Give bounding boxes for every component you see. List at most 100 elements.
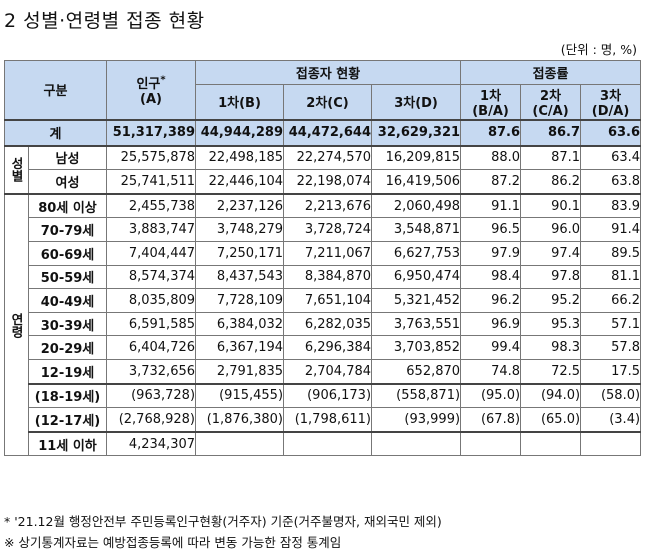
vaccination-table: 구분 인구* (A) 접종자 현황 접종률 1차(B) 2차(C) 3차(D) … [3,59,642,457]
row-label: 20-29세 [27,335,108,360]
cell-d3: 3,548,871 [371,217,462,242]
cell-d1: 7,728,109 [195,288,285,313]
row-label: 60-69세 [27,240,108,266]
cell-r2: (94.0) [520,382,582,409]
cell-d2 [283,430,373,457]
page-title: 2 성별·연령별 접종 현황 [4,10,205,32]
row-label: 12-19세 [27,358,108,385]
cell-d1: 2,237,126 [195,192,285,219]
cell-r1: 99.4 [460,335,522,360]
table-row: 성별 남성 25,575,878 22,498,185 22,274,570 16,209… [4,145,642,195]
cell-d3: 16,419,506 [371,169,462,195]
cell-r2: 98.3 [520,335,582,360]
total-d3: 32,629,321 [371,118,462,147]
cell-d2: 22,274,570 [283,145,373,171]
cell-d3: (558,871) [371,382,462,409]
total-d2: 44,472,644 [283,118,373,147]
cell-d3: 652,870 [371,358,462,385]
cell-d1: 2,791,835 [195,358,285,385]
cell-r3: (3.4) [580,407,642,433]
table-row: (12-17세) (2,768,928) (1,876,380) (1,798,611… [5,407,642,433]
cell-r2: 97.4 [520,240,582,266]
table-row: 11세 이하 4,234,307 [5,430,642,457]
cell-r1: 98.4 [460,264,522,290]
cell-r3: 17.5 [580,358,642,385]
header-dose1: 1차(B) [195,83,285,121]
cell-d2: 7,651,104 [283,288,373,313]
table-row: 30-39세 6,591,585 6,384,032 6,282,035 3,763,5… [5,311,642,337]
cell-r1: 87.2 [460,169,522,195]
cell-r1: 91.1 [460,192,522,219]
row-label: (12-17세) [27,407,108,433]
cell-r2: 90.1 [520,192,582,219]
cell-d3: 2,060,498 [371,192,462,219]
cell-r1: 96.2 [460,288,522,313]
header-category: 구분 [3,59,108,121]
cell-r1: 97.9 [460,240,522,266]
cell-r2: 97.8 [520,264,582,290]
header-rate-group: 접종률 [460,60,642,85]
cell-r2: 86.2 [520,169,582,195]
table-row: 20-29세 6,404,726 6,367,194 6,296,384 3,703,8… [5,335,642,360]
cell-pop: 25,575,878 [106,145,197,171]
cell-r2: 95.2 [520,288,582,313]
cell-r3: 89.5 [580,240,642,266]
gender-label-cell: 성별 [4,145,29,195]
cell-pop: 8,035,809 [106,288,197,313]
header-dose3: 3차(D) [371,83,462,121]
table-row: 50-59세 8,574,374 8,437,543 8,384,870 6,950,4… [5,264,642,290]
cell-r2: 72.5 [520,358,582,385]
cell-d2: 7,211,067 [283,240,373,266]
row-label: 11세 이하 [27,430,108,457]
table-row: 연령 80세 이상 2,455,738 2,237,126 2,213,676 2,060… [4,192,642,457]
cell-pop: 8,574,374 [106,264,197,290]
row-label: (18-19세) [27,382,108,409]
cell-pop: (2,768,928) [106,407,197,433]
header-vaccinated-group: 접종자 현황 [195,60,462,85]
total-pop: 51,317,389 [106,118,197,147]
cell-pop: 2,455,738 [106,192,197,219]
row-label: 80세 이상 [27,192,108,219]
cell-d1: 3,748,279 [195,217,285,242]
cell-pop: 4,234,307 [106,430,197,457]
cell-r2: 96.0 [520,217,582,242]
total-row: 계 51,317,389 44,944,289 44,472,644 32,62… [3,118,642,147]
cell-d2: 6,282,035 [283,311,373,337]
footnote-provisional: ※ 상기통계자료는 예방접종등록에 따라 변동 가능한 잠정 통계임 [4,535,342,550]
row-label: 40-49세 [27,288,108,313]
cell-d3: 16,209,815 [371,145,462,171]
cell-d1: 8,437,543 [195,264,285,290]
total-r1: 87.6 [460,118,522,147]
cell-d1: 22,446,104 [195,169,285,195]
cell-d1: 22,498,185 [195,145,285,171]
total-r2: 86.7 [520,118,582,147]
header-rate3: 3차 (D/A) [580,83,642,121]
cell-d3: 6,627,753 [371,240,462,266]
cell-pop: 7,404,447 [106,240,197,266]
cell-r3: 83.9 [580,192,642,219]
total-d1: 44,944,289 [195,118,285,147]
cell-r3: 91.4 [580,217,642,242]
cell-pop: 25,741,511 [106,169,197,195]
table-row: (18-19세) (963,728) (915,455) (906,173) (558,… [5,382,642,409]
cell-r3: 63.8 [580,169,642,195]
table-row: 12-19세 3,732,656 2,791,835 2,704,784 652,870… [5,358,642,385]
row-label: 50-59세 [27,264,108,290]
cell-d2: 2,704,784 [283,358,373,385]
cell-r3: 57.8 [580,335,642,360]
row-label: 남성 [27,145,108,171]
cell-d3: 5,321,452 [371,288,462,313]
cell-d2: 2,213,676 [283,192,373,219]
table-row: 40-49세 8,035,809 7,728,109 7,651,104 5,321,4… [5,288,642,313]
age-label-cell: 연령 [4,192,29,457]
header-dose2: 2차(C) [283,83,373,121]
cell-r3: 66.2 [580,288,642,313]
cell-r2: 95.3 [520,311,582,337]
cell-pop: (963,728) [106,382,197,409]
cell-r3: 81.1 [580,264,642,290]
cell-pop: 3,883,747 [106,217,197,242]
cell-pop: 3,732,656 [106,358,197,385]
cell-r3: (58.0) [580,382,642,409]
cell-r1: 96.5 [460,217,522,242]
cell-d1: 6,367,194 [195,335,285,360]
